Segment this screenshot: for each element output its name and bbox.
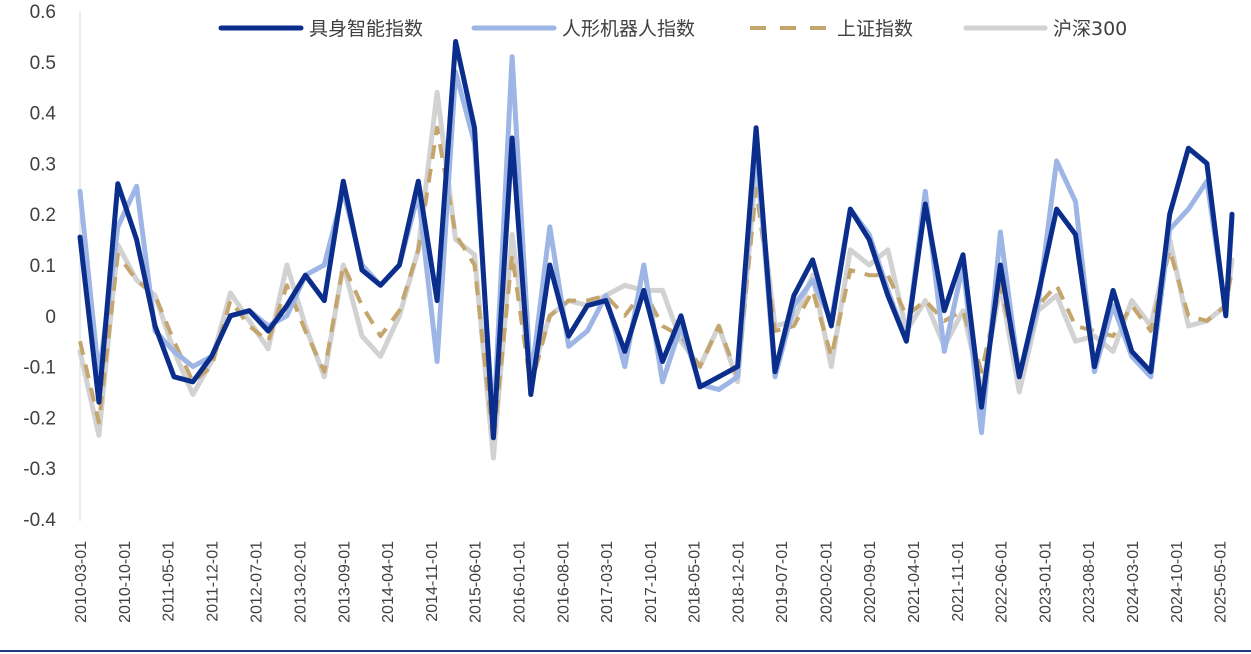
plot-area [0, 39, 1251, 652]
y-tick-label: 0.2 [30, 205, 56, 226]
x-tick-label: 2012-07-01 [248, 541, 265, 623]
x-tick-label: 2016-08-01 [555, 541, 572, 623]
x-tick-label: 2021-11-01 [950, 541, 967, 622]
x-tick-label: 2015-06-01 [467, 541, 484, 623]
x-tick-label: 2017-03-01 [599, 541, 616, 623]
y-tick-label: 0.4 [30, 104, 57, 125]
x-tick-label: 2011-05-01 [161, 541, 178, 622]
x-tick-label: 2018-12-01 [731, 541, 748, 623]
legend-label-3: 沪深300 [1053, 18, 1127, 40]
x-tick-label: 2019-07-01 [774, 541, 791, 623]
x-tick-label: 2013-09-01 [336, 541, 353, 623]
y-axis: 0.6 0.5 0.4 0.3 0.2 0.1 0 -0.1 -0.2 -0.3 -0.4 [23, 2, 81, 531]
y-tick-label: 0.5 [30, 53, 56, 74]
legend: 具身智能指数 人形机器人指数 上证指数 沪深300 [218, 18, 1127, 40]
x-tick-label: 2020-09-01 [862, 541, 879, 623]
legend-label-1: 人形机器人指数 [562, 18, 695, 40]
x-axis: 2010-03-01 2010-10-01 2011-05-01 2011-12-01… [73, 541, 1229, 623]
x-tick-label: 2021-04-01 [906, 541, 923, 623]
x-tick-label: 2010-10-01 [117, 541, 134, 623]
x-tick-label: 2022-06-01 [993, 541, 1010, 623]
x-tick-label: 2020-02-01 [818, 541, 835, 623]
y-tick-label: -0.3 [23, 459, 56, 480]
x-tick-label: 2018-05-01 [687, 541, 704, 623]
series-line-2 [78, 125, 1234, 445]
y-tick-label: 0.1 [30, 256, 56, 277]
x-tick-label: 2023-08-01 [1081, 541, 1098, 623]
x-tick-label: 2013-02-01 [293, 541, 310, 623]
series-line-1 [77, 54, 1235, 436]
x-tick-label: 2023-01-01 [1037, 541, 1054, 623]
legend-label-0: 具身智能指数 [309, 18, 423, 40]
x-tick-label: 2017-10-01 [643, 541, 660, 623]
y-tick-label: -0.4 [23, 510, 56, 531]
x-tick-label: 2014-04-01 [380, 541, 397, 623]
x-tick-label: 2010-03-01 [73, 541, 90, 623]
series-line-3 [77, 89, 1235, 461]
x-tick-label: 2014-11-01 [424, 541, 441, 622]
x-tick-label: 2024-03-01 [1125, 541, 1142, 623]
x-tick-label: 2025-05-01 [1212, 541, 1229, 623]
y-tick-label: 0.6 [30, 2, 56, 23]
series-line-0 [77, 39, 1235, 441]
x-tick-label: 2011-12-01 [205, 541, 222, 622]
y-tick-label: -0.2 [23, 408, 56, 429]
x-tick-label: 2024-10-01 [1169, 541, 1186, 623]
x-tick-label: 2016-01-01 [512, 541, 529, 623]
y-tick-label: 0.3 [30, 154, 56, 175]
y-tick-label: 0 [45, 307, 56, 328]
y-tick-label: -0.1 [23, 358, 56, 379]
legend-label-2: 上证指数 [837, 18, 913, 40]
